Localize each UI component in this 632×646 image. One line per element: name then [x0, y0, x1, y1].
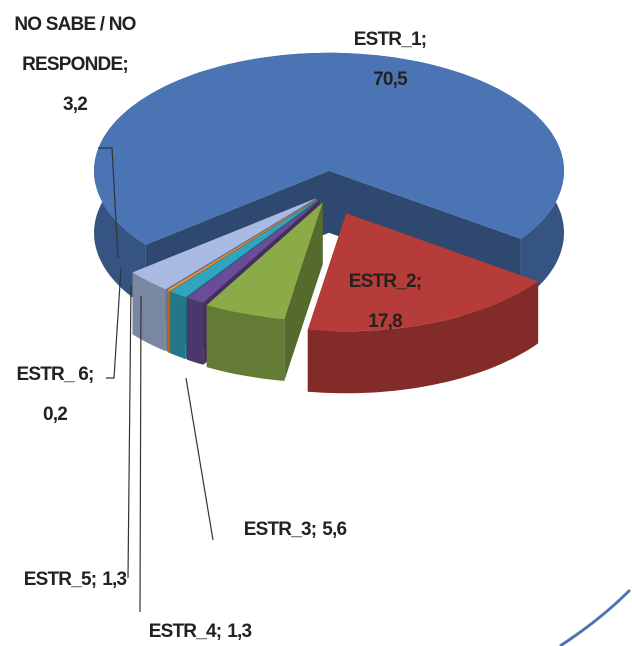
label-category: ESTR_3;: [243, 519, 317, 540]
label-value: 5,6: [322, 519, 347, 540]
data-label: ESTR_1; 70,5: [300, 20, 480, 100]
slice-outer-side: [307, 281, 539, 394]
pie-slice: [94, 52, 564, 245]
pie-slice: [167, 199, 318, 292]
label-value: 1,3: [102, 569, 127, 590]
label-value: 1,3: [227, 621, 252, 642]
slice-outer-side: [167, 290, 170, 354]
leader-line: [139, 295, 142, 613]
label-value: 0,2: [42, 404, 68, 425]
label-category: NO SABE / NO RESPONDE;: [14, 14, 136, 75]
label-value: 3,2: [62, 94, 88, 115]
label-category: ESTR_4;: [148, 621, 222, 642]
label-category: ESTR_1;: [353, 29, 427, 50]
leader-line: [98, 147, 119, 259]
data-label: ESTR_2; 17,8: [300, 262, 470, 342]
slice-group: [307, 213, 539, 394]
decoration-arc: [559, 588, 632, 646]
leader-line: [185, 377, 214, 541]
leader-line: [106, 267, 122, 379]
label-category: ESTR_5;: [23, 569, 97, 590]
slice-outer-side: [170, 291, 186, 360]
data-label: ESTR_5; 1,3: [0, 560, 150, 600]
data-label: ESTR_ 6; 0,2: [0, 355, 110, 435]
slice-outer-side: [187, 297, 204, 365]
slice-outer-side: [206, 305, 285, 381]
pie-slice: [132, 198, 316, 290]
leader-line: [127, 285, 132, 579]
data-label: NO SABE / NO RESPONDE; 3,2: [0, 5, 150, 125]
pie-slice: [187, 200, 320, 303]
slice-group: [206, 202, 323, 381]
label-category: ESTR_ 6;: [16, 364, 94, 385]
data-label: ESTR_3; 5,6: [205, 510, 385, 550]
data-label: ESTR_4; 1,3: [120, 612, 280, 646]
label-value: 70,5: [373, 69, 408, 90]
pie-slice: [307, 213, 539, 332]
label-category: ESTR_2;: [348, 271, 422, 292]
pie-slice: [206, 202, 323, 319]
label-value: 17,8: [368, 311, 403, 332]
pie-slice: [170, 199, 319, 298]
